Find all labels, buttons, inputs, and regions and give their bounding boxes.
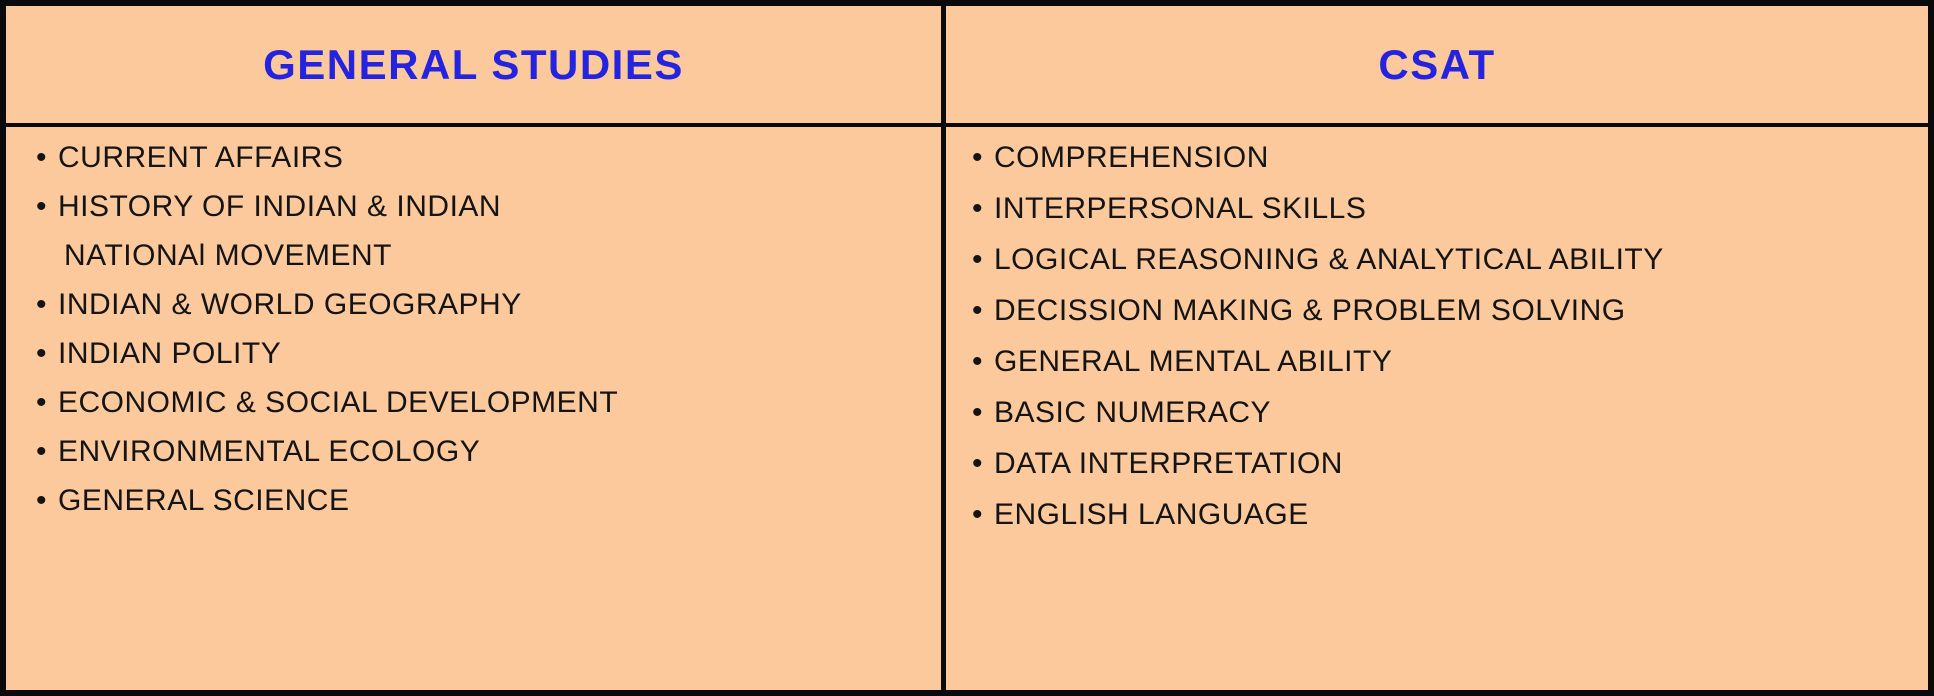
list-item: • LOGICAL REASONING & ANALYTICAL ABILITY	[946, 243, 1928, 294]
bullet-icon: •	[36, 337, 48, 370]
topic-label: BASIC NUMERACY	[994, 396, 1272, 429]
bullet-icon: •	[36, 484, 48, 517]
topic-label: ECONOMIC & SOCIAL DEVELOPMENT	[58, 386, 619, 419]
list-item: • INTERPERSONAL SKILLS	[946, 192, 1928, 243]
list-item: • DECISSION MAKING & PROBLEM SOLVING	[946, 294, 1928, 345]
list-item: • ECONOMIC & SOCIAL DEVELOPMENT	[6, 386, 941, 435]
bullet-icon: •	[972, 345, 984, 378]
list-item: • INDIAN & WORLD GEOGRAPHY	[6, 288, 941, 337]
list-item-continuation: NATIONAl MOVEMENT	[6, 239, 941, 288]
list-item: • GENERAL MENTAL ABILITY	[946, 345, 1928, 396]
topic-label: ENVIRONMENTAL ECOLOGY	[58, 435, 481, 468]
bullet-icon: •	[972, 141, 984, 174]
bullet-icon: •	[36, 141, 48, 174]
bullet-icon: •	[972, 396, 984, 429]
general-studies-topic-list: • CURRENT AFFAIRS • HISTORY OF INDIAN & …	[6, 141, 941, 533]
bullet-icon: •	[972, 498, 984, 531]
topic-label: DECISSION MAKING & PROBLEM SOLVING	[994, 294, 1626, 327]
list-item: • GENERAL SCIENCE	[6, 484, 941, 533]
bullet-icon: •	[972, 294, 984, 327]
topic-label: GENERAL SCIENCE	[58, 484, 350, 517]
topic-label: NATIONAl MOVEMENT	[64, 239, 392, 272]
csat-header: CSAT	[1378, 40, 1496, 88]
list-item: • BASIC NUMERACY	[946, 396, 1928, 447]
bullet-icon: •	[36, 386, 48, 419]
list-item: • DATA INTERPRETATION	[946, 447, 1928, 498]
csat-topic-list: • COMPREHENSION • INTERPERSONAL SKILLS •…	[946, 141, 1928, 549]
topic-label: COMPREHENSION	[994, 141, 1269, 174]
topic-label: CURRENT AFFAIRS	[58, 141, 344, 174]
general-studies-header: GENERAL STUDIES	[263, 40, 684, 88]
bullet-icon: •	[36, 288, 48, 321]
header-cell-general-studies: GENERAL STUDIES	[6, 6, 946, 127]
topic-label: GENERAL MENTAL ABILITY	[994, 345, 1393, 378]
topic-label: INTERPERSONAL SKILLS	[994, 192, 1367, 225]
list-item: • ENGLISH LANGUAGE	[946, 498, 1928, 549]
bullet-icon: •	[972, 447, 984, 480]
topic-label: INDIAN POLITY	[58, 337, 282, 370]
bullet-icon: •	[972, 243, 984, 276]
list-item: • ENVIRONMENTAL ECOLOGY	[6, 435, 941, 484]
topic-label: ENGLISH LANGUAGE	[994, 498, 1309, 531]
topic-label: DATA INTERPRETATION	[994, 447, 1343, 480]
general-studies-body: • CURRENT AFFAIRS • HISTORY OF INDIAN & …	[6, 127, 946, 690]
header-cell-csat: CSAT	[946, 6, 1928, 127]
topic-label: INDIAN & WORLD GEOGRAPHY	[58, 288, 522, 321]
list-item: • CURRENT AFFAIRS	[6, 141, 941, 190]
list-item: • HISTORY OF INDIAN & INDIAN	[6, 190, 941, 239]
bullet-icon: •	[36, 435, 48, 468]
bullet-icon: •	[36, 190, 48, 223]
topic-label: HISTORY OF INDIAN & INDIAN	[58, 190, 502, 223]
bullet-icon: •	[972, 192, 984, 225]
csat-body: • COMPREHENSION • INTERPERSONAL SKILLS •…	[946, 127, 1928, 690]
list-item: • COMPREHENSION	[946, 141, 1928, 192]
list-item: • INDIAN POLITY	[6, 337, 941, 386]
topic-label: LOGICAL REASONING & ANALYTICAL ABILITY	[994, 243, 1664, 276]
